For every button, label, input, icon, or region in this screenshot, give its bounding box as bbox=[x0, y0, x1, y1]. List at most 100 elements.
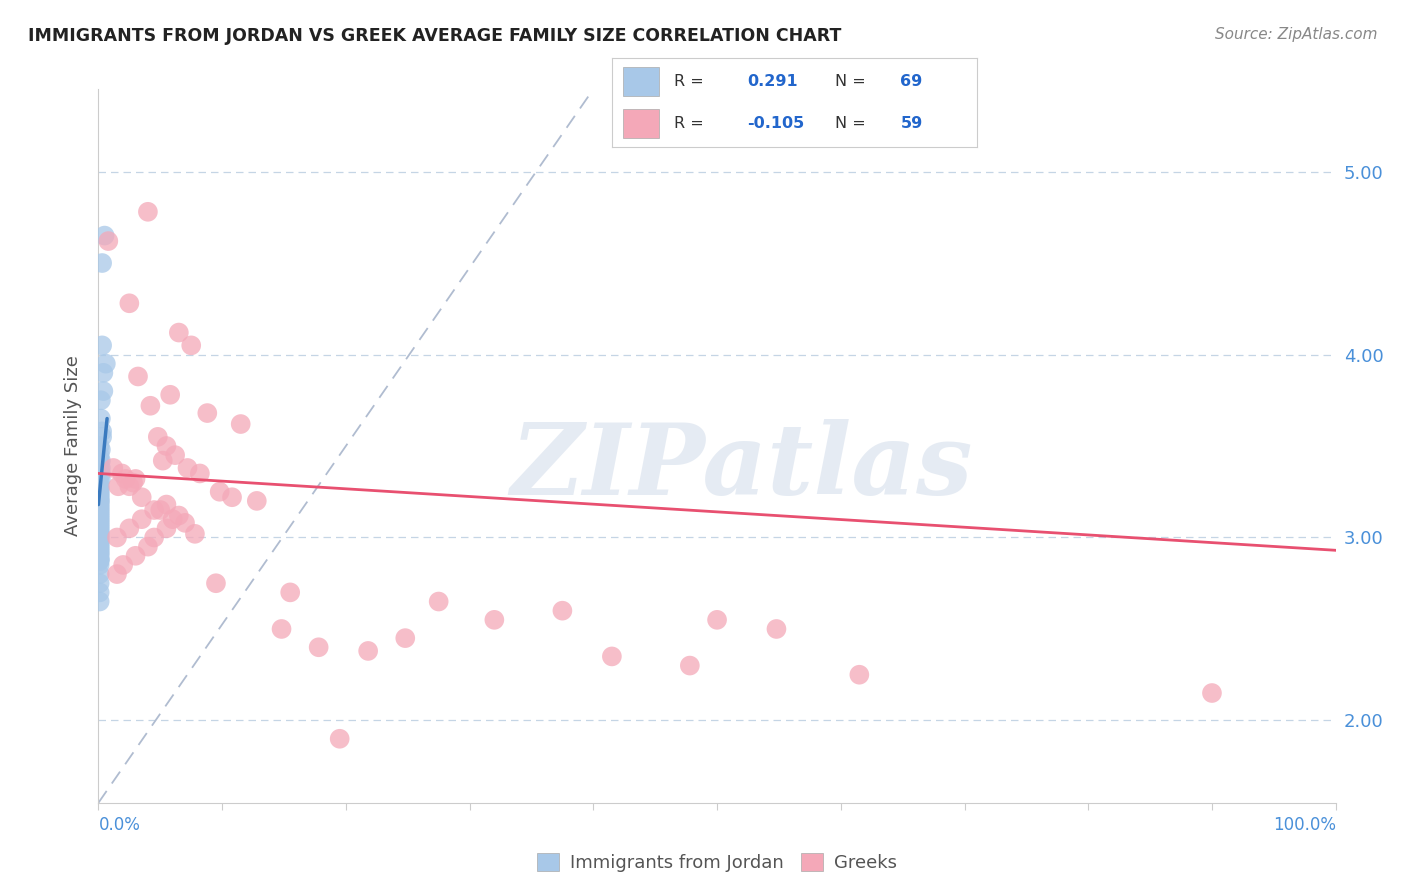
Point bbox=[89, 498, 111, 512]
Point bbox=[308, 640, 330, 655]
Point bbox=[221, 490, 243, 504]
Point bbox=[229, 417, 252, 431]
Point bbox=[90, 467, 112, 481]
Point bbox=[112, 558, 135, 572]
Point bbox=[89, 488, 111, 502]
Point bbox=[89, 483, 111, 497]
Point bbox=[89, 486, 111, 500]
Point bbox=[848, 667, 870, 681]
Point bbox=[93, 228, 115, 243]
Point bbox=[155, 439, 177, 453]
Point bbox=[180, 338, 202, 352]
Point bbox=[167, 326, 190, 340]
Point bbox=[131, 490, 153, 504]
Y-axis label: Average Family Size: Average Family Size bbox=[65, 356, 83, 536]
Point bbox=[143, 531, 166, 545]
Point bbox=[89, 508, 111, 523]
Point bbox=[90, 472, 112, 486]
Text: R =: R = bbox=[673, 74, 709, 89]
Point bbox=[89, 540, 111, 554]
Point bbox=[89, 475, 111, 490]
Point bbox=[89, 490, 111, 504]
Point bbox=[89, 576, 111, 591]
Point bbox=[89, 541, 111, 556]
Point bbox=[103, 461, 125, 475]
Point bbox=[89, 505, 111, 519]
Point bbox=[89, 552, 111, 566]
Point bbox=[111, 467, 134, 481]
Point bbox=[93, 384, 115, 398]
Text: -0.105: -0.105 bbox=[747, 116, 804, 131]
Point bbox=[90, 461, 112, 475]
Point bbox=[89, 521, 111, 535]
Point bbox=[90, 393, 112, 408]
Point bbox=[89, 479, 111, 493]
Point bbox=[107, 479, 129, 493]
Bar bbox=[623, 67, 659, 96]
Point bbox=[89, 494, 111, 508]
Point bbox=[427, 594, 450, 608]
Point bbox=[89, 501, 111, 516]
Point bbox=[278, 585, 301, 599]
Point bbox=[118, 479, 141, 493]
Point bbox=[93, 366, 115, 380]
Point bbox=[146, 430, 169, 444]
Point bbox=[89, 533, 111, 547]
Point bbox=[131, 512, 153, 526]
Point bbox=[155, 521, 177, 535]
Point bbox=[118, 521, 141, 535]
Point bbox=[91, 430, 114, 444]
Text: IMMIGRANTS FROM JORDAN VS GREEK AVERAGE FAMILY SIZE CORRELATION CHART: IMMIGRANTS FROM JORDAN VS GREEK AVERAGE … bbox=[28, 27, 842, 45]
Legend: Immigrants from Jordan, Greeks: Immigrants from Jordan, Greeks bbox=[530, 846, 904, 880]
Point bbox=[162, 512, 184, 526]
Point bbox=[89, 514, 111, 528]
Point bbox=[89, 439, 111, 453]
Point bbox=[89, 585, 111, 599]
Text: 59: 59 bbox=[900, 116, 922, 131]
Point bbox=[89, 517, 111, 532]
Point bbox=[105, 567, 128, 582]
Point bbox=[97, 234, 120, 248]
Point bbox=[89, 507, 111, 521]
Point bbox=[329, 731, 352, 746]
Point bbox=[114, 472, 136, 486]
Point bbox=[89, 594, 111, 608]
Point bbox=[89, 491, 111, 506]
Text: 100.0%: 100.0% bbox=[1272, 816, 1336, 834]
Point bbox=[89, 552, 111, 566]
Point bbox=[89, 524, 111, 539]
Point bbox=[208, 484, 231, 499]
Point bbox=[89, 543, 111, 558]
Point bbox=[89, 531, 111, 545]
Point bbox=[89, 484, 111, 499]
Point bbox=[139, 399, 162, 413]
Point bbox=[89, 536, 111, 550]
Point bbox=[89, 545, 111, 559]
Point bbox=[706, 613, 728, 627]
Point bbox=[155, 498, 177, 512]
Point bbox=[89, 554, 111, 568]
Point bbox=[89, 510, 111, 524]
Point bbox=[89, 538, 111, 552]
Point bbox=[89, 519, 111, 533]
Text: Source: ZipAtlas.com: Source: ZipAtlas.com bbox=[1215, 27, 1378, 42]
Point bbox=[89, 534, 111, 549]
Point bbox=[89, 503, 111, 517]
Point bbox=[90, 453, 112, 467]
Point bbox=[600, 649, 623, 664]
Point bbox=[118, 296, 141, 310]
Point bbox=[394, 631, 416, 645]
Text: N =: N = bbox=[835, 74, 870, 89]
Point bbox=[165, 448, 187, 462]
Point bbox=[679, 658, 702, 673]
Point bbox=[551, 604, 574, 618]
Point bbox=[91, 256, 114, 270]
Point bbox=[94, 357, 117, 371]
Text: 0.0%: 0.0% bbox=[98, 816, 141, 834]
Point bbox=[143, 503, 166, 517]
Point bbox=[765, 622, 787, 636]
Point bbox=[149, 503, 172, 517]
Point bbox=[195, 406, 218, 420]
Point bbox=[152, 453, 174, 467]
Point bbox=[176, 461, 198, 475]
